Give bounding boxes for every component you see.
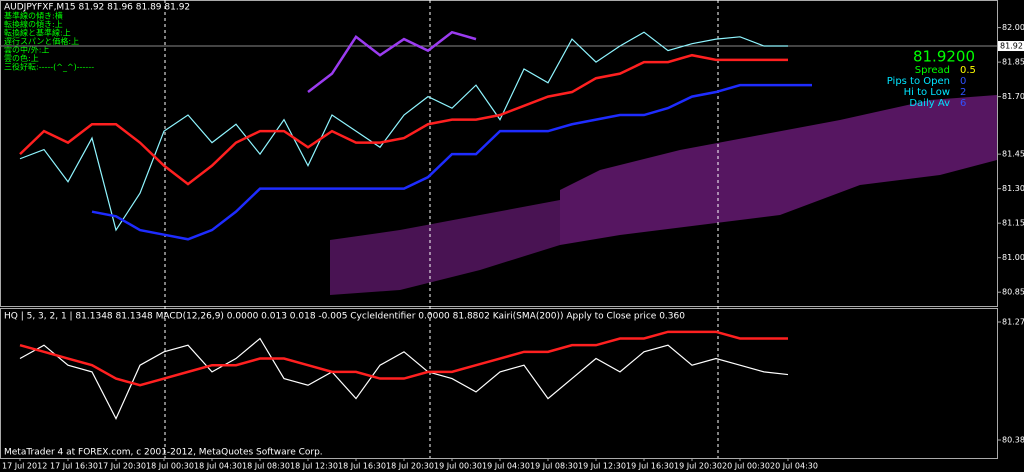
x-tick-label: 19 Jul 08:30 xyxy=(530,462,578,471)
chart-title: AUDJPYFXF,M15 81.92 81.96 81.89 81.92 xyxy=(4,3,190,13)
x-tick-label: 19 Jul 16:30 xyxy=(626,462,674,471)
x-tick-label: 19 Jul 20:30 xyxy=(674,462,722,471)
info-value: 0.5 xyxy=(960,65,976,76)
x-tick-label: 19 Jul 04:30 xyxy=(482,462,530,471)
series-line xyxy=(307,30,477,94)
sub-frame xyxy=(0,308,998,459)
cloud xyxy=(330,200,560,295)
x-tick-label: 18 Jul 12:30 xyxy=(290,462,338,471)
x-tick-label: 20 Jul 04:30 xyxy=(770,462,818,471)
x-tick-label: 20 Jul 00:30 xyxy=(722,462,770,471)
last-price-label: 81.92 xyxy=(1000,42,1023,51)
info-label: Hi to Low xyxy=(904,87,950,98)
info-label: Pips to Open xyxy=(887,76,950,87)
info-label: Spread xyxy=(915,65,950,76)
header-line: 基準線の傾き:横 xyxy=(4,11,63,21)
series-line xyxy=(19,337,789,421)
y-tick-label: 81.85 xyxy=(1002,58,1024,67)
series-line xyxy=(91,83,812,241)
y2-tick-label: 80.3899 xyxy=(1002,436,1024,445)
main-frame xyxy=(0,0,998,307)
footer: MetaTrader 4 at FOREX.com, c 2001-2012, … xyxy=(4,448,323,458)
last-price-box xyxy=(998,41,1024,52)
header-lines: 基準線の傾き:横転換線の傾き:上転換線と基準線:上遅行スパンと価格:上雲の中/外… xyxy=(4,11,94,72)
header-line: 転換線と基準線:上 xyxy=(4,28,71,38)
x-tick-label: 18 Jul 20:30 xyxy=(386,462,434,471)
header-line: 雲の色:上 xyxy=(4,53,39,63)
series-line xyxy=(19,53,788,186)
header-line: 三役好転:-----(^_^)------ xyxy=(4,62,94,72)
x-tick-label: 17 Jul 16:30 xyxy=(50,462,98,471)
y-tick-label: 81.45 xyxy=(1002,150,1024,159)
info-value: 2 xyxy=(960,87,966,98)
indicator-header: HQ | 5, 3, 2, 1 | 81.1348 81.1348 MACD(1… xyxy=(4,312,685,322)
info-box: Spread 0.5 Pips to Open 0 Hi to Low 2 Daily Av… xyxy=(887,65,976,109)
x-tick-label: 18 Jul 00:30 xyxy=(146,462,194,471)
y-tick-label: 81.70 xyxy=(1002,92,1024,101)
cloud xyxy=(560,95,997,245)
series-line xyxy=(19,31,788,232)
y-tick-label: 80.85 xyxy=(1002,288,1024,297)
header-line: 雲の中/外:上 xyxy=(4,45,49,55)
x-tick-label: 17 Jul 20:30 xyxy=(98,462,146,471)
y-tick-label: 82.00 xyxy=(1002,23,1024,32)
x-tick-label: 19 Jul 00:30 xyxy=(434,462,482,471)
x-tick-label: 18 Jul 16:30 xyxy=(338,462,386,471)
y-tick-label: 81.00 xyxy=(1002,253,1024,262)
info-value: 6 xyxy=(960,98,966,109)
x-tick-label: 18 Jul 04:30 xyxy=(194,462,242,471)
x-tick-label: 19 Jul 12:30 xyxy=(578,462,626,471)
y-tick-label: 81.15 xyxy=(1002,219,1024,228)
series-line xyxy=(19,330,788,387)
y-tick-label: 81.30 xyxy=(1002,184,1024,193)
header-line: 転換線の傾き:上 xyxy=(4,19,63,29)
info-value: 0 xyxy=(960,76,966,87)
x-tick-label: 18 Jul 08:30 xyxy=(242,462,290,471)
header-line: 遅行スパンと価格:上 xyxy=(4,36,79,46)
info-label: Daily Av xyxy=(909,98,950,109)
info-price: 81.9200 xyxy=(913,48,975,66)
x-tick-label: 17 Jul 2012 xyxy=(2,462,47,471)
y2-tick-label: 81.2735 xyxy=(1002,318,1024,327)
